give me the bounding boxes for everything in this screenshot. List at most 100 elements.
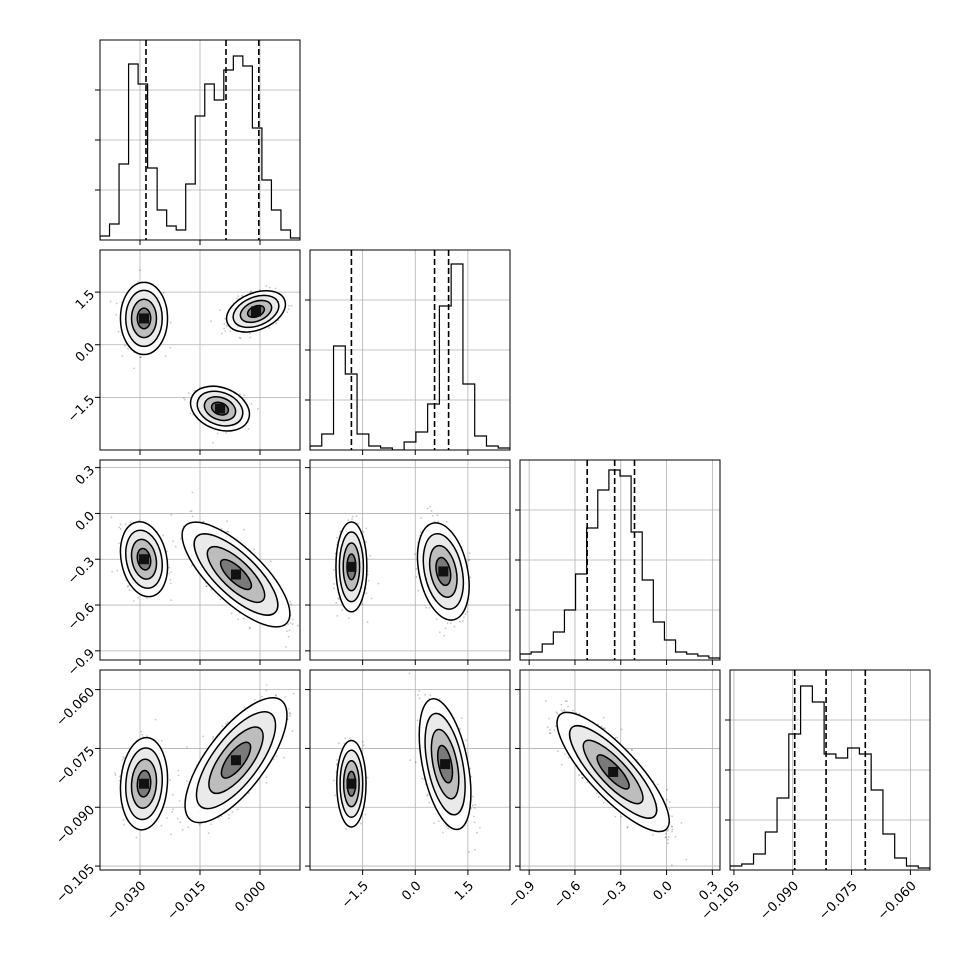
sample-point xyxy=(117,330,120,333)
sample-point xyxy=(242,617,245,620)
sample-point xyxy=(205,585,208,588)
sample-point xyxy=(124,344,126,347)
sample-point xyxy=(210,588,213,591)
sample-point xyxy=(226,520,228,523)
sample-point xyxy=(446,622,449,625)
sample-point xyxy=(463,616,465,619)
density-peak-2 xyxy=(251,306,261,317)
histogram-0 xyxy=(100,55,300,240)
panel-content xyxy=(520,460,720,660)
histogram-2 xyxy=(520,469,720,660)
sample-point xyxy=(154,718,157,721)
sample-point xyxy=(238,336,241,339)
panel-frame xyxy=(309,249,511,451)
sample-point xyxy=(191,515,194,518)
sample-point xyxy=(118,526,121,529)
sample-point xyxy=(166,550,168,553)
sample-point xyxy=(347,519,350,522)
panel-2-0 xyxy=(95,459,301,665)
density-peak-0 xyxy=(346,561,357,572)
sample-point xyxy=(297,624,299,627)
density-peak-1 xyxy=(215,403,225,414)
sample-point xyxy=(162,534,165,537)
sample-point xyxy=(430,510,433,513)
y-tick-label-1-2: 1.5 xyxy=(73,288,98,313)
sample-point xyxy=(223,327,225,330)
sample-point xyxy=(141,733,144,736)
sample-point xyxy=(335,602,338,604)
sample-point xyxy=(286,311,289,314)
sample-point xyxy=(115,314,118,316)
sample-point xyxy=(250,290,253,293)
sample-point xyxy=(127,584,130,587)
sample-point xyxy=(119,523,122,526)
sample-point xyxy=(428,607,431,609)
sample-point xyxy=(111,570,113,573)
sample-point xyxy=(225,324,228,327)
sample-point xyxy=(127,348,129,350)
sample-point xyxy=(248,627,251,630)
sample-point xyxy=(351,515,354,518)
sample-point xyxy=(289,622,292,624)
panel-content xyxy=(100,460,300,660)
sample-point xyxy=(237,295,240,297)
sample-point xyxy=(116,569,119,572)
sample-point xyxy=(216,432,219,435)
sample-point xyxy=(190,510,193,512)
sample-point xyxy=(129,521,132,524)
sample-point xyxy=(169,321,172,324)
sample-point xyxy=(137,280,139,283)
sample-point xyxy=(221,332,223,335)
sample-point xyxy=(285,646,287,648)
sample-point xyxy=(290,305,293,307)
sample-point xyxy=(369,554,372,557)
sample-point xyxy=(172,540,175,543)
panel-2-2 xyxy=(515,459,721,665)
sample-point xyxy=(287,623,290,625)
sample-point xyxy=(140,730,143,733)
sample-point xyxy=(365,527,368,530)
sample-point xyxy=(160,824,163,827)
sample-point xyxy=(109,300,112,303)
sample-point xyxy=(110,516,113,519)
sample-point xyxy=(467,559,470,562)
sample-point xyxy=(288,629,291,632)
sample-point xyxy=(291,623,294,625)
sample-point xyxy=(250,403,253,405)
sample-point xyxy=(415,576,418,578)
sample-point xyxy=(170,571,173,573)
sample-point xyxy=(290,603,292,606)
sample-point xyxy=(145,597,148,600)
sample-point xyxy=(191,491,194,494)
sample-point xyxy=(114,774,117,776)
sample-point xyxy=(336,615,339,617)
sample-point xyxy=(137,596,139,599)
sample-point xyxy=(286,630,288,632)
sample-point xyxy=(347,617,350,620)
sample-point xyxy=(225,432,227,434)
panel-2-1 xyxy=(305,459,511,665)
sample-point xyxy=(420,517,423,520)
panel-content xyxy=(100,670,300,870)
sample-point xyxy=(237,618,240,621)
panel-1-1 xyxy=(305,249,511,455)
sample-point xyxy=(187,392,190,394)
sample-point xyxy=(270,560,272,563)
sample-point xyxy=(118,542,120,545)
sample-point xyxy=(115,302,118,305)
sample-point xyxy=(164,355,167,358)
panel-frame xyxy=(309,459,511,661)
sample-point xyxy=(338,598,340,601)
sample-point xyxy=(274,287,277,290)
sample-point xyxy=(239,393,241,396)
sample-point xyxy=(119,527,122,530)
sample-point xyxy=(219,598,222,601)
density-peak-1 xyxy=(438,566,449,577)
sample-point xyxy=(241,294,243,297)
histogram-1 xyxy=(310,263,510,450)
sample-point xyxy=(341,609,343,611)
sample-point xyxy=(184,399,186,401)
sample-point xyxy=(438,631,441,634)
sample-point xyxy=(177,769,180,772)
sample-point xyxy=(268,326,271,329)
